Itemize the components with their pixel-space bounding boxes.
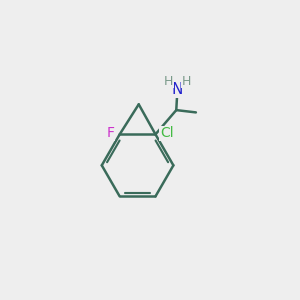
Text: H: H xyxy=(182,75,191,88)
Text: N: N xyxy=(172,82,183,97)
Text: H: H xyxy=(164,75,173,88)
Text: F: F xyxy=(106,126,114,140)
Text: Cl: Cl xyxy=(160,126,173,140)
